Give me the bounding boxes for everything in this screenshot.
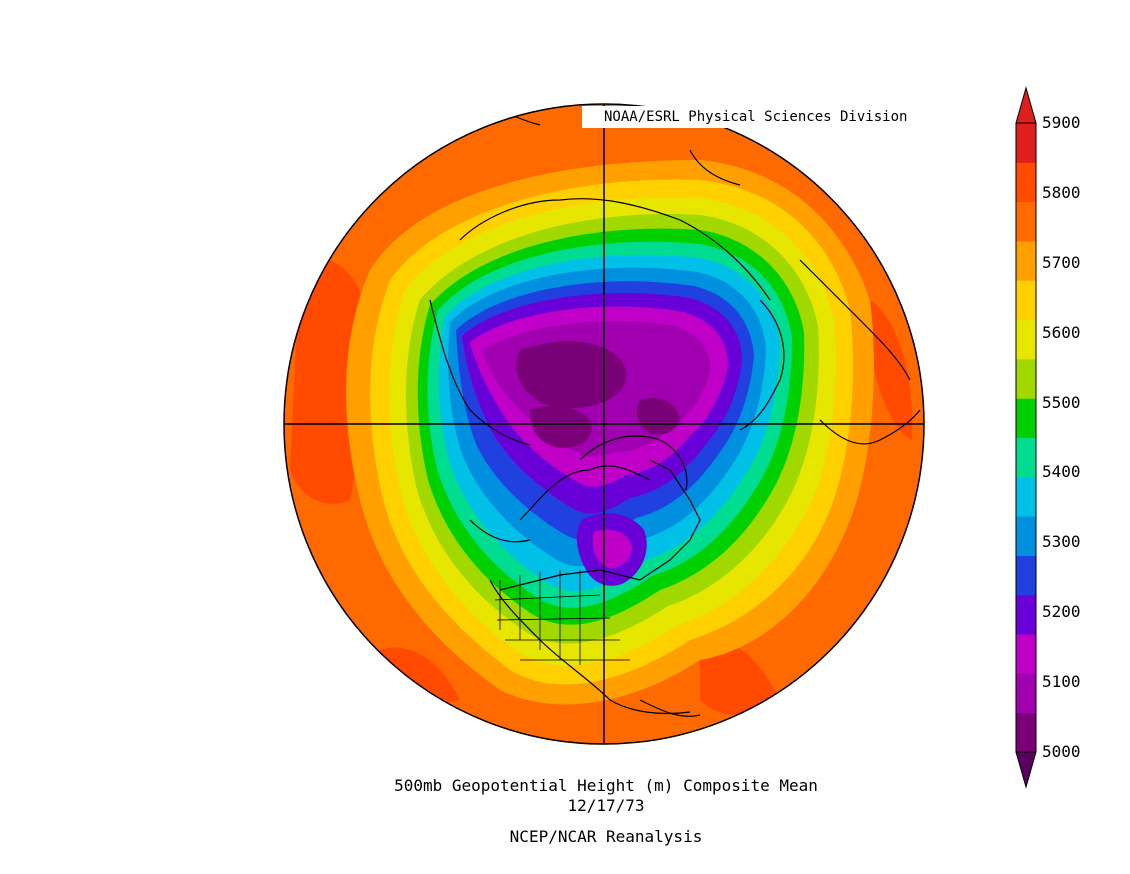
colorbar-label: 5300 xyxy=(1042,532,1081,552)
colorbar-swatch xyxy=(1016,280,1036,321)
colorbar-label: 5600 xyxy=(1042,322,1081,342)
colorbar-label: 5000 xyxy=(1042,742,1081,761)
colorbar-label: 5800 xyxy=(1042,182,1081,202)
colorbar-swatch xyxy=(1016,162,1036,203)
colorbar-swatch xyxy=(1016,123,1036,163)
colorbar-swatch xyxy=(1016,555,1036,596)
colorbar-label: 5400 xyxy=(1042,462,1081,482)
colorbar-label: 5100 xyxy=(1042,672,1081,692)
colorbar-label: 5700 xyxy=(1042,252,1081,272)
state-borders xyxy=(494,570,630,665)
colorbar-swatch xyxy=(1016,594,1036,635)
colorbar-min-arrow xyxy=(1015,751,1037,789)
colorbar xyxy=(1015,86,1037,789)
chart-date: 12/17/73 xyxy=(567,796,645,815)
credit-label: NOAA/ESRL Physical Sciences Division xyxy=(582,106,918,128)
colorbar-swatch xyxy=(1016,673,1036,714)
colorbar-max-arrow xyxy=(1015,86,1037,124)
colorbar-swatch xyxy=(1016,201,1036,242)
colorbar-swatch xyxy=(1016,634,1036,674)
colorbar-swatch xyxy=(1016,516,1036,556)
colorbar-label: 5500 xyxy=(1042,392,1081,412)
chart-title: 500mb Geopotential Height (m) Composite … xyxy=(394,776,818,795)
colorbar-swatch xyxy=(1016,319,1036,360)
chart-source: NCEP/NCAR Reanalysis xyxy=(509,827,703,846)
colorbar-swatch xyxy=(1016,476,1036,517)
colorbar-swatch xyxy=(1016,437,1036,478)
colorbar-label: 5200 xyxy=(1042,602,1081,622)
colorbar-label: 5900 xyxy=(1042,113,1081,132)
colorbar-swatch xyxy=(1016,712,1036,753)
colorbar-swatch xyxy=(1016,358,1036,399)
height-contours xyxy=(284,104,924,744)
colorbar-swatch xyxy=(1016,240,1036,281)
colorbar-swatch xyxy=(1016,398,1036,438)
